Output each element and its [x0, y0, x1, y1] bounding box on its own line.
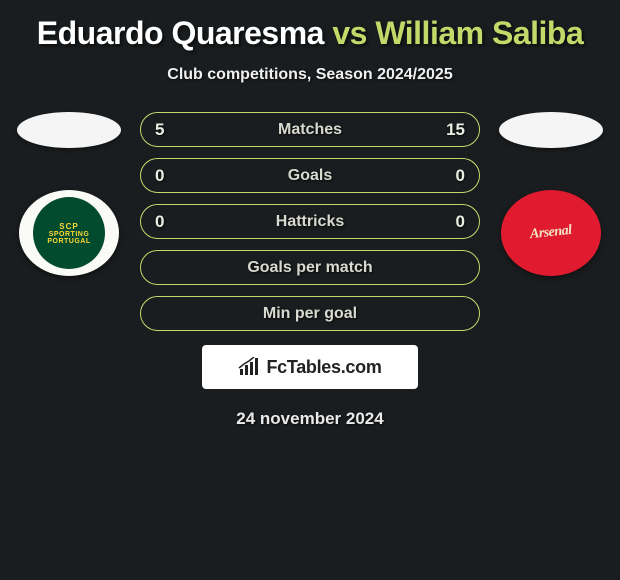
left-club-crest: SCP SPORTING PORTUGAL — [19, 190, 119, 276]
crest-left-line2: SPORTING — [49, 231, 90, 238]
crest-left-line3: PORTUGAL — [47, 238, 90, 245]
left-flag-icon — [17, 112, 121, 148]
brand-text: FcTables.com — [266, 357, 381, 378]
comparison-card: Eduardo Quaresma vs William Saliba Club … — [0, 0, 620, 429]
stat-right-value: 0 — [445, 166, 465, 186]
subtitle: Club competitions, Season 2024/2025 — [167, 66, 452, 84]
stat-row-hattricks: 0 Hattricks 0 — [140, 204, 480, 239]
right-club-crest: Arsenal — [501, 190, 601, 276]
stats-column: 5 Matches 15 0 Goals 0 0 Hattricks 0 Goa… — [134, 112, 486, 331]
stat-row-matches: 5 Matches 15 — [140, 112, 480, 147]
stat-label: Goals — [288, 167, 332, 185]
stat-left-value: 5 — [155, 120, 175, 140]
stat-left-value: 0 — [155, 166, 175, 186]
player1-name: Eduardo Quaresma — [37, 15, 324, 51]
right-flag-icon — [499, 112, 603, 148]
left-side: SCP SPORTING PORTUGAL — [4, 112, 134, 276]
date-label: 24 november 2024 — [236, 409, 383, 429]
page-title: Eduardo Quaresma vs William Saliba — [37, 15, 583, 52]
stat-row-goals-per-match: Goals per match — [140, 250, 480, 285]
left-crest-inner: SCP SPORTING PORTUGAL — [33, 197, 105, 269]
brand-badge: FcTables.com — [202, 345, 418, 389]
brand-chart-icon — [238, 357, 262, 377]
stat-right-value: 15 — [445, 120, 465, 140]
stat-left-value: 0 — [155, 212, 175, 232]
crest-left-line1: SCP — [59, 222, 78, 231]
main-row: SCP SPORTING PORTUGAL 5 Matches 15 0 Goa… — [0, 112, 620, 331]
stat-row-min-per-goal: Min per goal — [140, 296, 480, 331]
right-side: Arsenal — [486, 112, 616, 276]
stat-right-value: 0 — [445, 212, 465, 232]
stat-label: Hattricks — [276, 213, 344, 231]
stat-label: Goals per match — [247, 259, 372, 277]
stat-row-goals: 0 Goals 0 — [140, 158, 480, 193]
crest-right-text: Arsenal — [529, 223, 572, 243]
stat-label: Min per goal — [263, 305, 357, 323]
vs-label: vs — [332, 15, 367, 51]
player2-name: William Saliba — [375, 15, 583, 51]
stat-label: Matches — [278, 121, 342, 139]
